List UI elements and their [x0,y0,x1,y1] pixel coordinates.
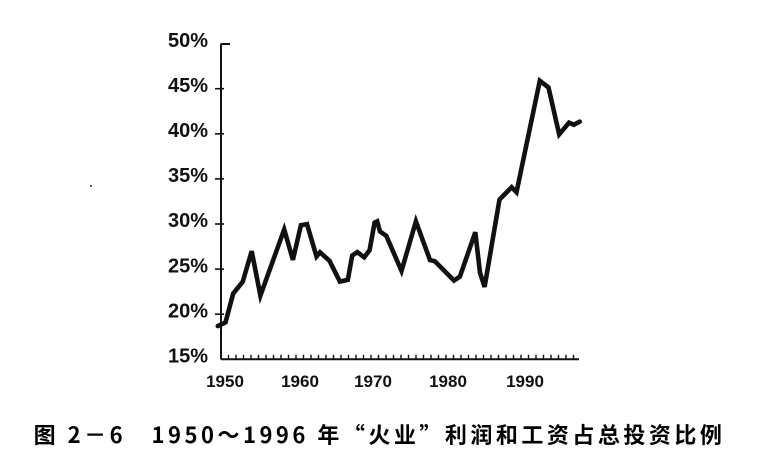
svg-text:1980: 1980 [429,372,467,391]
svg-text:35%: 35% [168,165,208,187]
svg-text:1970: 1970 [354,372,392,391]
svg-text:1990: 1990 [506,372,544,391]
svg-text:1960: 1960 [281,372,319,391]
svg-text:1950: 1950 [206,372,244,391]
svg-text:20%: 20% [168,300,208,322]
svg-text:50%: 50% [168,30,208,52]
svg-text:30%: 30% [168,210,208,232]
svg-text:25%: 25% [168,255,208,277]
svg-text:45%: 45% [168,75,208,97]
svg-text:40%: 40% [168,120,208,142]
svg-text:15%: 15% [168,346,208,368]
